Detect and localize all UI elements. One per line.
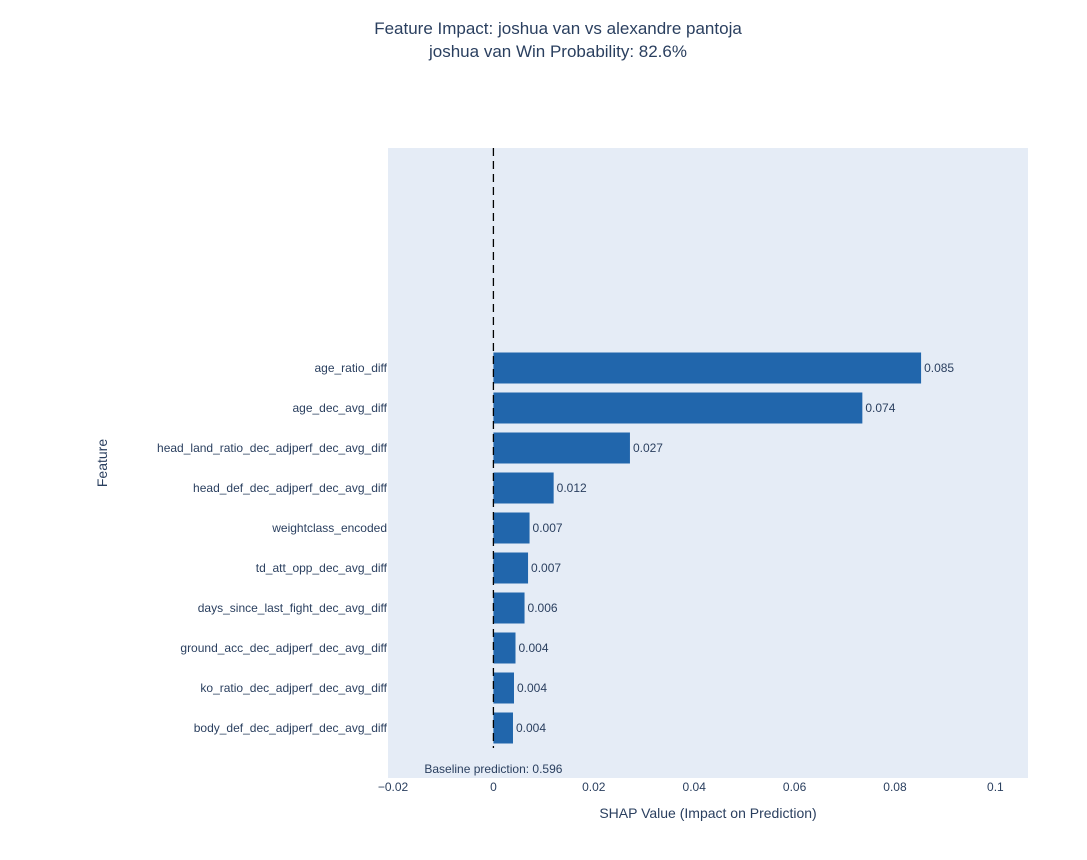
bars-group: 0.085 0.074 0.027 0.012 0.007 0.007 0.006 0.004… [493,352,954,744]
y-tick-label: ground_acc_dec_adjperf_dec_avg_diff [180,641,387,655]
baseline-annotation: Baseline prediction: 0.596 [424,762,562,776]
bar-weightclass_encoded [493,512,530,544]
bar-days_since_last_fight_dec_avg_diff [493,592,525,624]
y-tick-label: weightclass_encoded [271,521,387,535]
y-tick-label: td_att_opp_dec_avg_diff [256,561,388,575]
bar-value-label: 0.027 [633,441,663,455]
x-tick-label: 0.02 [582,780,606,794]
bar-head_land_ratio_dec_adjperf_dec_avg_diff [493,432,630,464]
x-tick-label: 0.08 [883,780,907,794]
bar-value-label: 0.085 [924,361,954,375]
bar-value-label: 0.012 [557,481,587,495]
x-tick-label: 0.1 [987,780,1004,794]
bar-ko_ratio_dec_adjperf_dec_avg_diff [493,672,514,704]
bar-value-label: 0.074 [865,401,895,415]
x-axis-title: SHAP Value (Impact on Prediction) [599,805,816,821]
chart-subtitle: joshua van Win Probability: 82.6% [428,42,687,61]
bar-value-label: 0.004 [517,681,547,695]
x-tick-label: 0 [490,780,497,794]
plot-area [388,148,1028,778]
bar-value-label: 0.004 [516,721,546,735]
x-tick-label: 0.04 [683,780,707,794]
y-axis-title: Feature [94,439,110,487]
bar-value-label: 0.004 [518,641,548,655]
bar-ground_acc_dec_adjperf_dec_avg_diff [493,632,516,664]
bar-age_dec_avg_diff [493,392,863,424]
bar-td_att_opp_dec_avg_diff [493,552,529,584]
y-tick-label: head_land_ratio_dec_adjperf_dec_avg_diff [157,441,388,455]
bar-head_def_dec_adjperf_dec_avg_diff [493,472,554,504]
y-tick-labels: age_ratio_diff age_dec_avg_diff head_land_… [157,361,388,735]
y-tick-label: body_def_dec_adjperf_dec_avg_diff [194,721,388,735]
y-tick-label: age_dec_avg_diff [292,401,387,415]
y-tick-label: age_ratio_diff [314,361,387,375]
chart-title: Feature Impact: joshua van vs alexandre … [374,19,742,38]
y-tick-label: days_since_last_fight_dec_avg_diff [198,601,388,615]
bar-value-label: 0.006 [528,601,558,615]
bar-value-label: 0.007 [531,561,561,575]
bar-body_def_dec_adjperf_dec_avg_diff [493,712,513,744]
x-tick-label: 0.06 [783,780,807,794]
x-tick-label: −0.02 [378,780,409,794]
bar-age_ratio_diff [493,352,922,384]
bar-value-label: 0.007 [533,521,563,535]
y-tick-label: ko_ratio_dec_adjperf_dec_avg_diff [200,681,387,695]
x-tick-labels: −0.02 0 0.02 0.04 0.06 0.08 0.1 [378,780,1004,794]
y-tick-label: head_def_dec_adjperf_dec_avg_diff [193,481,388,495]
